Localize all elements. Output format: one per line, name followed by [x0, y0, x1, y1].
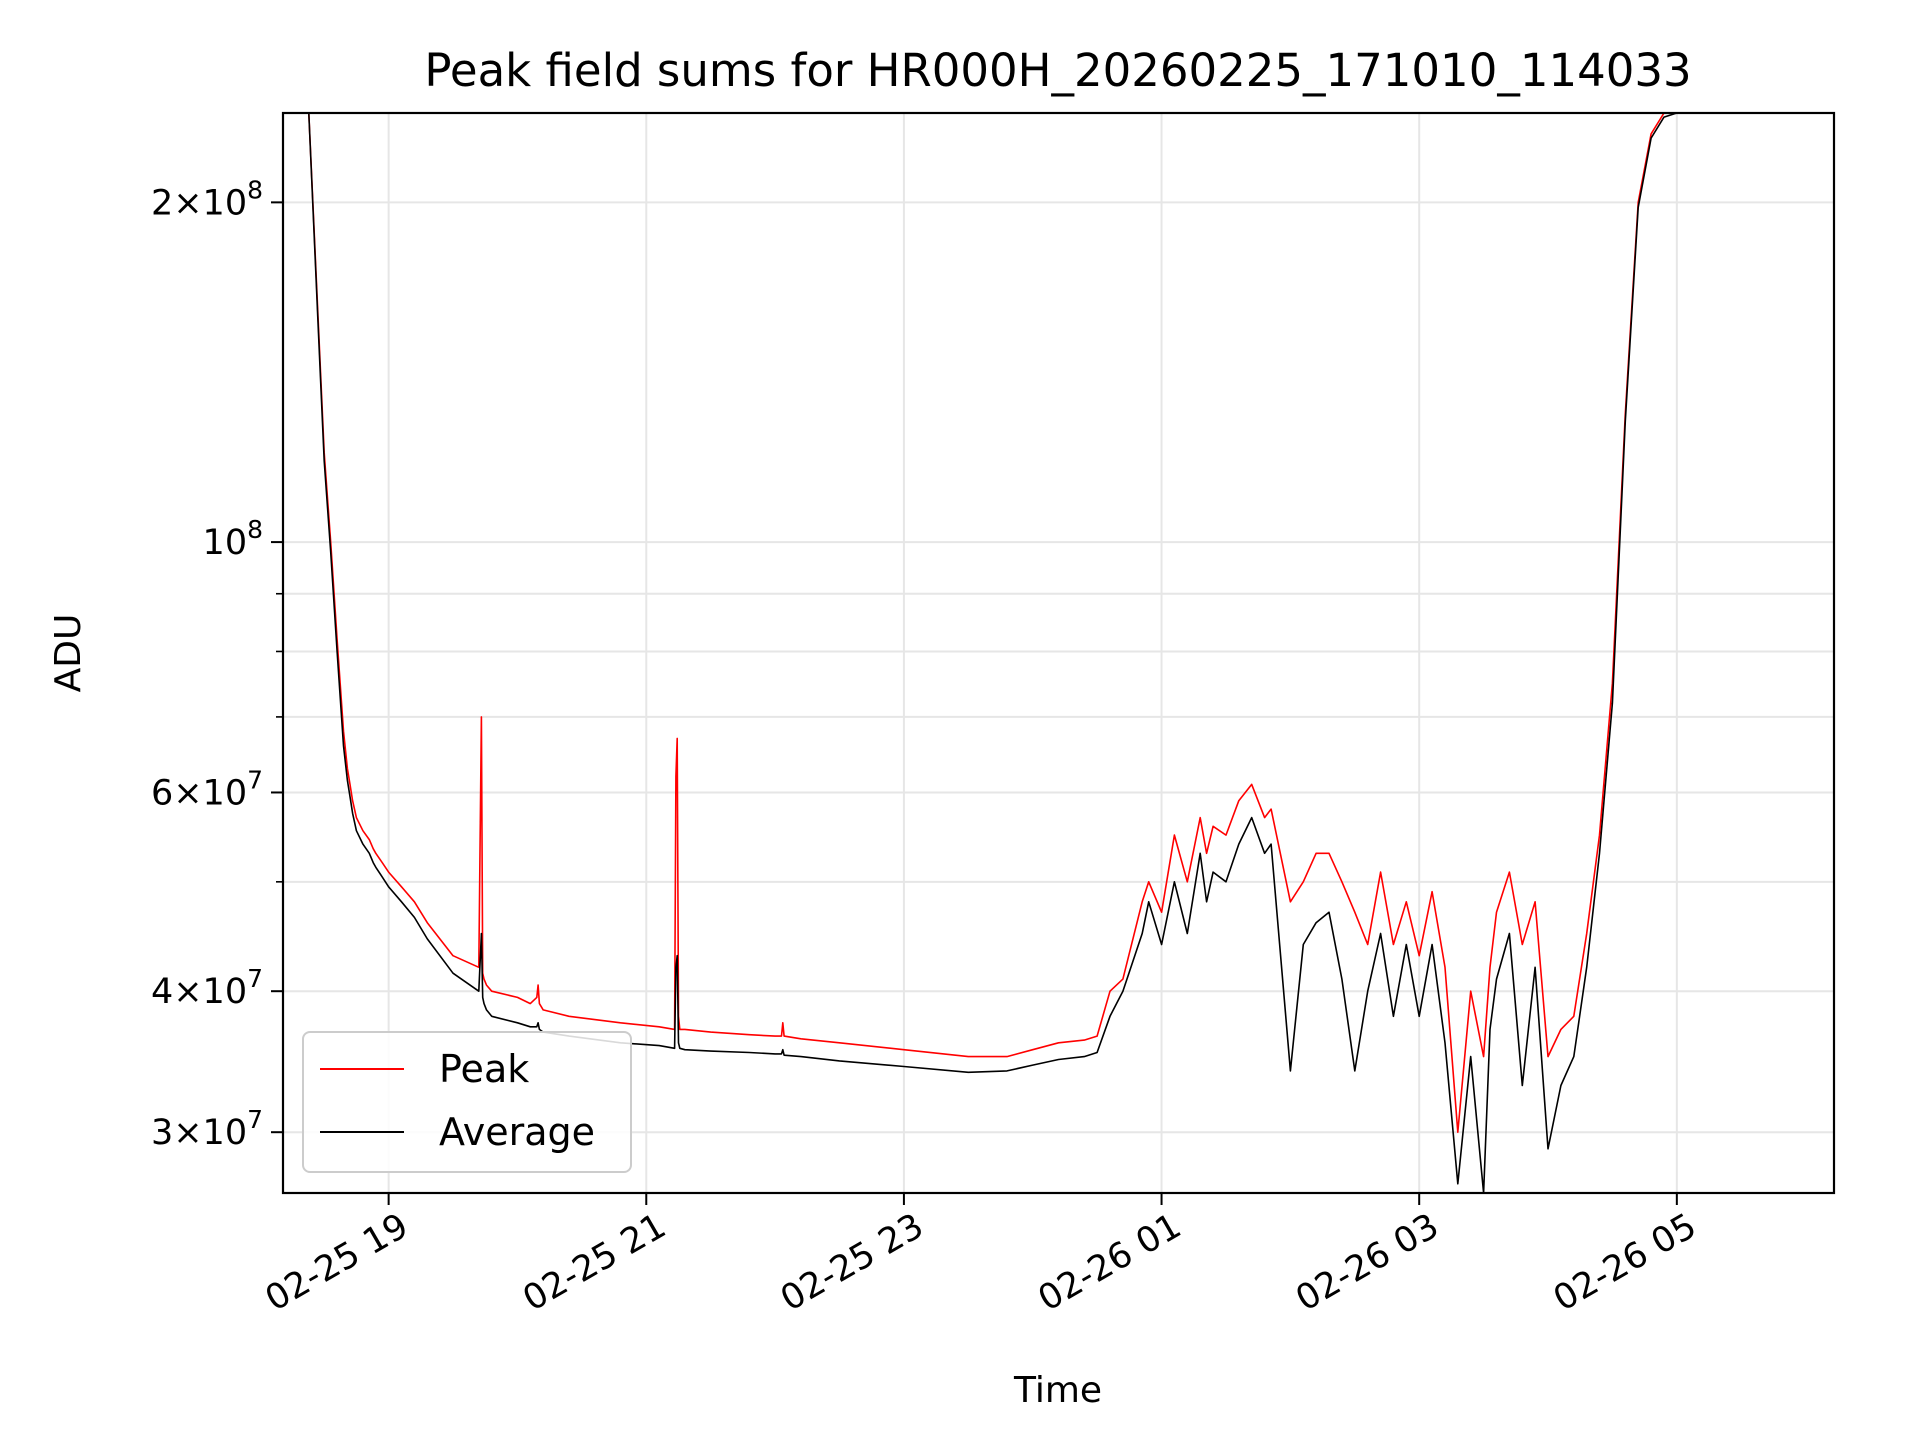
y-tick-label: 4×107 — [151, 964, 263, 1012]
y-tick-label: 6×107 — [151, 765, 263, 813]
y-tick-label: 108 — [203, 515, 263, 563]
plot-frame — [281, 111, 1836, 1195]
x-axis-label: Time — [1013, 1370, 1102, 1411]
grid-lines — [283, 113, 1834, 1193]
series-line-peak — [283, 113, 1684, 1133]
chart-title: Peak field sums for HR000H_20260225_1710… — [424, 44, 1691, 97]
y-tick-label: 2×108 — [151, 175, 263, 223]
y-tick-label: 3×107 — [151, 1105, 263, 1153]
legend-box — [302, 1031, 632, 1173]
legend-label-average: Average — [439, 1110, 595, 1154]
legend: Peak Average — [302, 1031, 632, 1173]
y-axis: 3×107 4×107 6×107 108 2×108 — [151, 175, 283, 1153]
series-group — [283, 113, 1684, 1193]
legend-label-peak: Peak — [439, 1047, 529, 1091]
y-axis-label: ADU — [48, 614, 89, 693]
series-line-average — [283, 113, 1684, 1193]
